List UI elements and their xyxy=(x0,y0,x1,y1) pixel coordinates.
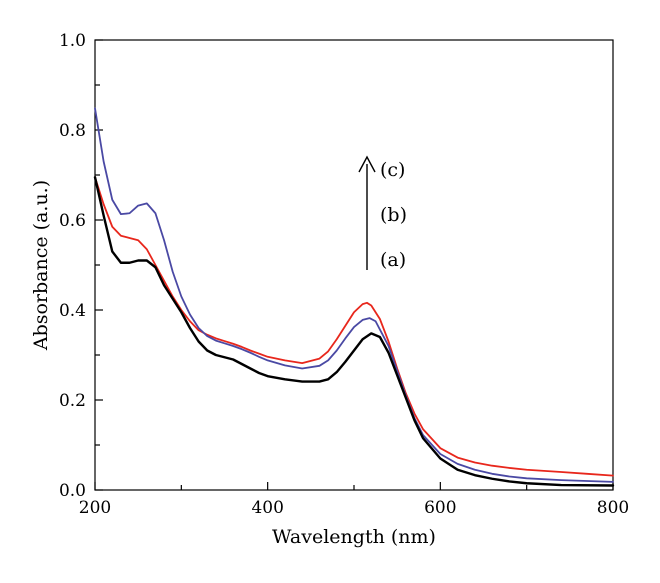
x-axis-ticks: 200 400 600 800 xyxy=(79,482,629,518)
y-tick-label: 0.6 xyxy=(59,211,86,231)
series-line-b xyxy=(94,176,614,477)
annotation-c: (c) xyxy=(380,159,405,181)
increase-arrow-head xyxy=(358,155,376,173)
plot-frame xyxy=(94,39,614,491)
y-tick-label: 0.8 xyxy=(59,121,86,141)
y-tick-label: 1.0 xyxy=(59,31,86,51)
y-tick-label: 0.4 xyxy=(59,301,86,321)
x-tick-label: 600 xyxy=(424,498,456,518)
series-layer xyxy=(93,107,615,487)
x-tick-label: 800 xyxy=(597,498,629,518)
y-tick-label: 0.2 xyxy=(59,391,86,411)
annotation-a: (a) xyxy=(380,249,406,271)
y-axis-label: Absorbance (a.u.) xyxy=(30,180,52,351)
y-tick-label: 0.0 xyxy=(59,481,86,501)
x-axis-label: Wavelength (nm) xyxy=(272,526,436,548)
series-line-a xyxy=(93,176,615,487)
series-line-c xyxy=(94,107,614,483)
y-axis-ticks: 0.0 0.2 0.4 0.6 0.8 1.0 xyxy=(59,31,103,501)
x-tick-label: 400 xyxy=(251,498,283,518)
x-tick-label: 200 xyxy=(79,498,111,518)
annotation-b: (b) xyxy=(380,204,407,226)
